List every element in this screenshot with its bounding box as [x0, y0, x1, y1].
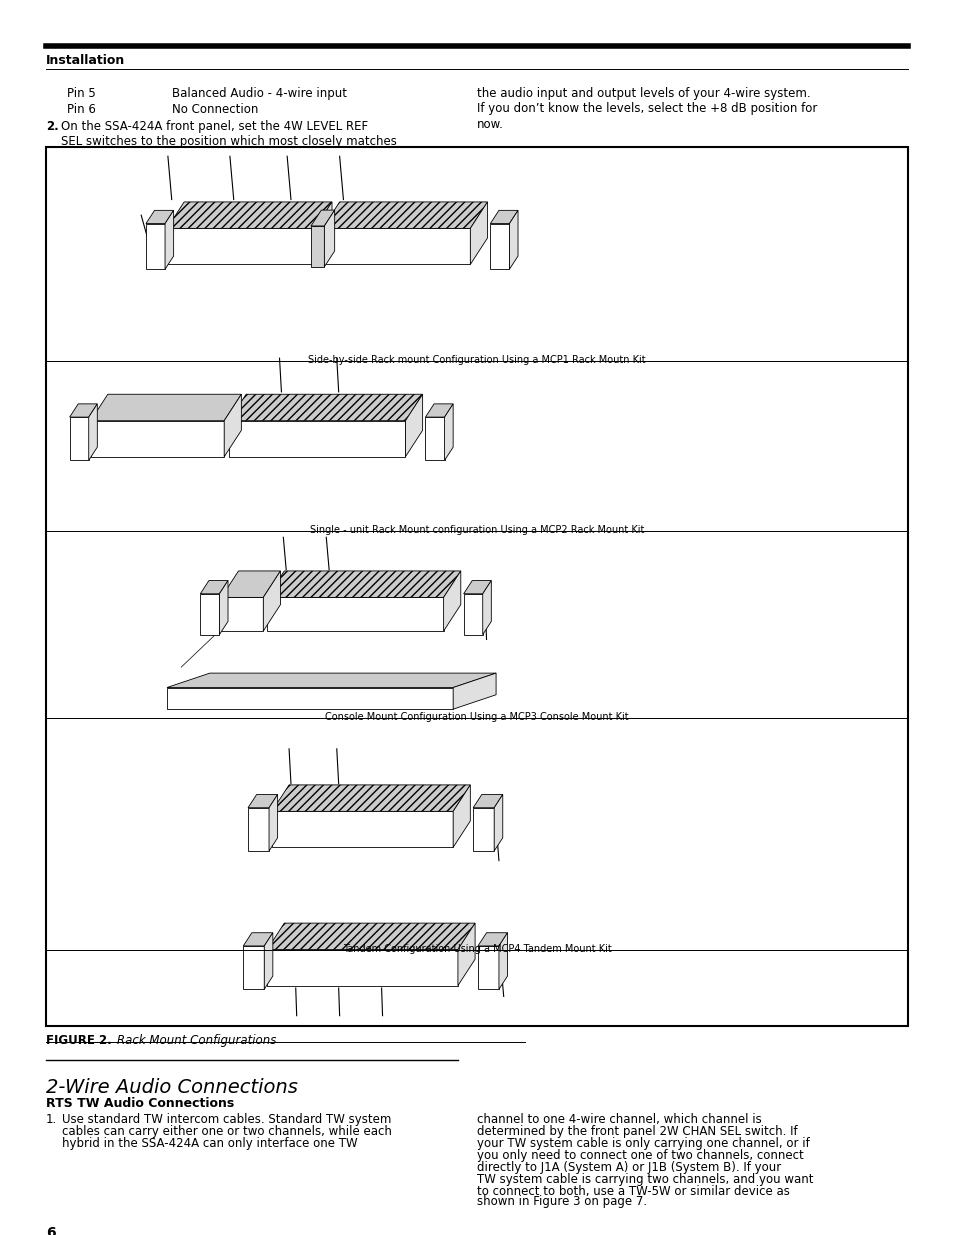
Polygon shape [494, 794, 502, 851]
Polygon shape [91, 421, 224, 457]
Polygon shape [477, 946, 498, 989]
Polygon shape [89, 404, 97, 461]
Text: RTS TW Audio Connections: RTS TW Audio Connections [46, 1098, 233, 1110]
Polygon shape [70, 417, 89, 461]
Polygon shape [167, 688, 453, 709]
Polygon shape [219, 580, 228, 635]
Text: Single - unit Rack Mount configuration Using a MCP2 Rack Mount Kit: Single - unit Rack Mount configuration U… [310, 525, 643, 535]
Text: Tandem Configuration Using a MCP4 Tandem Mount Kit: Tandem Configuration Using a MCP4 Tandem… [342, 944, 611, 953]
Text: hybrid in the SSA-424A can only interface one TW: hybrid in the SSA-424A can only interfac… [62, 1137, 357, 1150]
Polygon shape [146, 224, 165, 269]
Polygon shape [490, 224, 509, 269]
Polygon shape [264, 932, 273, 989]
Text: Console Mount Configuration Using a MCP3 Console Mount Kit: Console Mount Configuration Using a MCP3… [325, 711, 628, 721]
Text: shown in Figure 3 on page 7.: shown in Figure 3 on page 7. [476, 1194, 646, 1208]
Polygon shape [509, 210, 517, 269]
Polygon shape [490, 210, 517, 224]
Polygon shape [229, 394, 422, 421]
Polygon shape [167, 203, 332, 228]
Polygon shape [229, 421, 405, 457]
Polygon shape [267, 950, 457, 986]
Polygon shape [477, 932, 507, 946]
Polygon shape [425, 417, 444, 461]
Text: 1.: 1. [46, 1113, 57, 1126]
Text: channel to one 4-wire channel, which channel is: channel to one 4-wire channel, which cha… [476, 1113, 760, 1126]
Text: now.: now. [476, 117, 503, 131]
Text: your TW system cable is only carrying one channel, or if: your TW system cable is only carrying on… [476, 1137, 809, 1150]
Text: FIGURE 2.: FIGURE 2. [46, 1034, 112, 1047]
Polygon shape [444, 404, 453, 461]
Polygon shape [498, 932, 507, 989]
Polygon shape [470, 203, 487, 264]
Text: Installation: Installation [46, 54, 125, 67]
Polygon shape [322, 228, 470, 264]
Text: SEL switches to the position which most closely matches: SEL switches to the position which most … [61, 135, 396, 148]
Polygon shape [267, 598, 443, 631]
Polygon shape [324, 210, 335, 267]
Polygon shape [165, 210, 173, 269]
Text: to connect to both, use a TW-5W or similar device as: to connect to both, use a TW-5W or simil… [476, 1186, 789, 1198]
Text: TW system cable is carrying two channels, and you want: TW system cable is carrying two channels… [476, 1173, 813, 1186]
Polygon shape [146, 210, 173, 224]
Polygon shape [70, 404, 97, 417]
Polygon shape [167, 673, 496, 688]
Text: On the SSA-424A front panel, set the 4W LEVEL REF: On the SSA-424A front panel, set the 4W … [61, 120, 368, 133]
Text: Pin 6: Pin 6 [67, 104, 95, 116]
Text: No Connection: No Connection [172, 104, 258, 116]
Polygon shape [224, 394, 241, 457]
Polygon shape [267, 923, 475, 950]
Text: Side-by-side Rack mount Configuration Using a MCP1 Rack Moutn Kit: Side-by-side Rack mount Configuration Us… [308, 354, 645, 364]
Text: 2.: 2. [46, 120, 58, 133]
Text: 2-Wire Audio Connections: 2-Wire Audio Connections [46, 1078, 297, 1097]
Polygon shape [167, 228, 314, 264]
Text: If you don’t know the levels, select the +8 dB position for: If you don’t know the levels, select the… [476, 103, 817, 115]
Polygon shape [314, 203, 332, 264]
Polygon shape [425, 404, 453, 417]
Polygon shape [473, 794, 502, 808]
Polygon shape [453, 673, 496, 709]
Polygon shape [272, 811, 453, 847]
Polygon shape [473, 808, 494, 851]
Polygon shape [311, 226, 324, 267]
Text: Rack Mount Configurations: Rack Mount Configurations [117, 1034, 276, 1047]
Text: cables can carry either one or two channels, while each: cables can carry either one or two chann… [62, 1125, 392, 1139]
Polygon shape [263, 571, 280, 631]
Text: determined by the front panel 2W CHAN SEL switch. If: determined by the front panel 2W CHAN SE… [476, 1125, 797, 1139]
Polygon shape [457, 923, 475, 986]
Polygon shape [243, 946, 264, 989]
Polygon shape [221, 571, 280, 598]
Polygon shape [405, 394, 422, 457]
Polygon shape [200, 580, 228, 594]
Polygon shape [200, 594, 219, 635]
Polygon shape [269, 794, 277, 851]
Polygon shape [453, 785, 470, 847]
Text: you only need to connect one of two channels, connect: you only need to connect one of two chan… [476, 1149, 803, 1162]
Polygon shape [322, 203, 487, 228]
Polygon shape [91, 394, 241, 421]
Polygon shape [221, 598, 263, 631]
Text: the audio input and output levels of your 4-wire system.: the audio input and output levels of you… [476, 86, 810, 100]
Polygon shape [248, 794, 277, 808]
Polygon shape [248, 808, 269, 851]
Polygon shape [267, 571, 460, 598]
Text: 6: 6 [46, 1226, 55, 1235]
Polygon shape [482, 580, 491, 635]
Polygon shape [463, 580, 491, 594]
Polygon shape [272, 785, 470, 811]
Text: directly to J1A (System A) or J1B (System B). If your: directly to J1A (System A) or J1B (Syste… [476, 1161, 781, 1174]
Text: Use standard TW intercom cables. Standard TW system: Use standard TW intercom cables. Standar… [62, 1113, 391, 1126]
Text: Pin 5: Pin 5 [67, 86, 95, 100]
Polygon shape [443, 571, 460, 631]
Text: Balanced Audio - 4-wire input: Balanced Audio - 4-wire input [172, 86, 346, 100]
Polygon shape [463, 594, 482, 635]
Polygon shape [243, 932, 273, 946]
Polygon shape [311, 210, 335, 226]
